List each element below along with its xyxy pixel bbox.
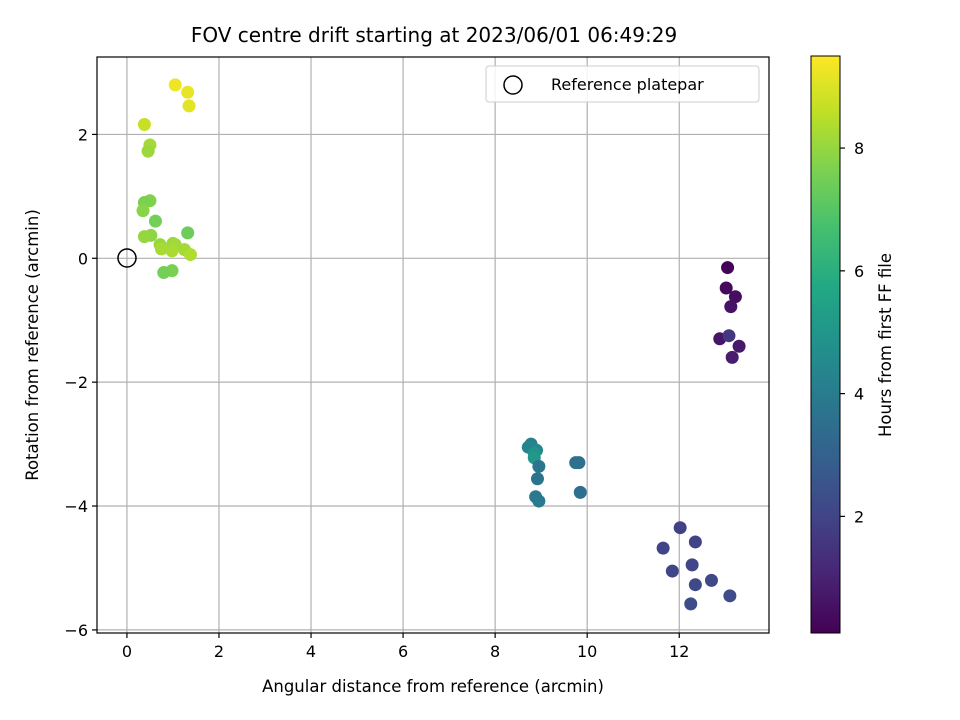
data-point (168, 78, 182, 92)
data-point (137, 230, 151, 244)
data-point (656, 541, 670, 555)
data-point (688, 535, 702, 549)
data-point (665, 564, 679, 578)
colorbar-tick-label: 4 (854, 385, 864, 404)
x-axis-ticks: 0 2 4 6 8 10 12 (122, 633, 689, 661)
data-point (721, 261, 735, 275)
y-tick-label: 2 (78, 125, 88, 144)
data-point (154, 242, 168, 256)
legend-label: Reference platepar (551, 75, 704, 94)
data-point (723, 589, 737, 603)
x-tick-label: 10 (577, 642, 597, 661)
grid-lines (97, 57, 769, 633)
data-point (181, 85, 195, 99)
y-axis-ticks: −6 −4 −2 0 2 (64, 125, 97, 640)
legend-marker (503, 75, 523, 95)
colorbar-tick-label: 8 (854, 139, 864, 158)
data-point (728, 290, 742, 304)
data-point (532, 494, 546, 508)
data-point (157, 266, 171, 280)
x-tick-label: 8 (490, 642, 500, 661)
data-point (182, 99, 196, 113)
data-point (530, 472, 544, 486)
reference-marker (117, 248, 137, 268)
chart-title: FOV centre drift starting at 2023/06/01 … (191, 23, 677, 47)
colorbar-label: Hours from first FF file (876, 253, 895, 437)
data-point (573, 485, 587, 499)
data-point (719, 281, 733, 295)
x-tick-label: 6 (398, 642, 408, 661)
data-point (673, 521, 687, 535)
y-tick-label: −4 (64, 497, 88, 516)
data-point (181, 226, 195, 240)
legend-box (485, 65, 760, 103)
colorbar-tick-label: 6 (854, 262, 864, 281)
data-point (684, 597, 698, 611)
data-point (141, 144, 155, 158)
data-point (732, 339, 746, 353)
x-tick-label: 0 (122, 642, 132, 661)
data-point (532, 459, 546, 473)
data-point (137, 118, 151, 132)
data-point (572, 456, 586, 470)
data-point (685, 558, 699, 572)
x-tick-label: 2 (214, 642, 224, 661)
data-point (165, 244, 179, 258)
x-axis-label: Angular distance from reference (arcmin) (262, 677, 604, 696)
data-point (688, 578, 702, 592)
data-point (724, 300, 738, 314)
x-tick-label: 4 (306, 642, 316, 661)
data-point (148, 214, 162, 228)
y-axis-label: Rotation from reference (arcmin) (23, 209, 42, 481)
x-tick-label: 12 (669, 642, 689, 661)
data-point (183, 248, 197, 262)
colorbar-ticks: 2 4 6 8 (840, 139, 864, 526)
data-point (722, 329, 736, 343)
data-point (725, 350, 739, 364)
y-tick-label: −6 (64, 621, 88, 640)
colorbar-tick-label: 2 (854, 507, 864, 526)
data-points (136, 78, 746, 611)
colorbar (810, 55, 841, 634)
plot-frame (96, 56, 770, 634)
data-point (704, 573, 718, 587)
y-tick-label: −2 (64, 373, 88, 392)
legend: Reference platepar (485, 65, 760, 103)
data-point (136, 204, 150, 218)
y-tick-label: 0 (78, 249, 88, 268)
